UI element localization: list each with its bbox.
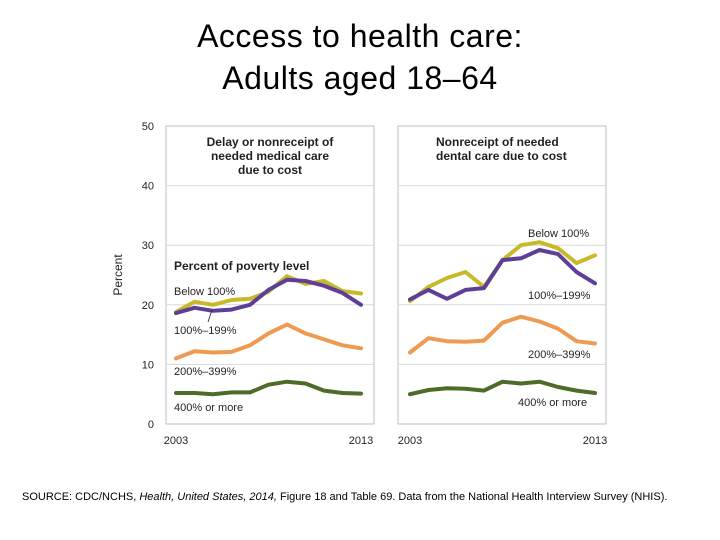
panel-frame-2 (397, 125, 607, 425)
x-tick-label-2-start: 2003 (398, 435, 422, 447)
series-line-1-p400_plus (174, 379, 363, 397)
y-tick-label-40: 40 (142, 181, 154, 193)
chart-title-line-1: Access to health care: (197, 18, 523, 54)
y-tick-label-30: 30 (142, 240, 154, 252)
x-tick-label-1-end: 2013 (349, 435, 373, 447)
y-tick-label-50: 50 (142, 121, 154, 133)
source-note: SOURCE: CDC/NCHS, Health, United States,… (22, 490, 702, 504)
source-suffix: Figure 18 and Table 69. Data from the Na… (276, 491, 668, 503)
panel-title-1-line-3: due to cost (238, 163, 302, 177)
series-line-1-p200_399 (174, 322, 363, 361)
y-tick-label-10: 10 (142, 359, 154, 371)
panel-title-1-line-1: Delay or nonreceipt of (207, 135, 335, 149)
panel-title-2-line-1: Nonreceipt of needed (436, 135, 559, 149)
series-line-2-p400_plus (408, 379, 597, 397)
source-prefix: SOURCE: CDC/NCHS, (22, 491, 140, 503)
panel-title-2-line-2: dental care due to cost (436, 149, 567, 163)
series-label-1-3: 200%–399% (174, 366, 237, 378)
series-label-1-1: Below 100% (174, 286, 235, 298)
x-tick-label-1-start: 2003 (164, 435, 188, 447)
chart-figure: 0 10 20 30 40 50 Percent 2003 2013 Delay or nonre… (111, 121, 607, 447)
series-line-2-p200_399 (408, 314, 597, 355)
series-line-1-p100_199 (174, 277, 363, 316)
series-label-2-1: Below 100% (528, 228, 589, 240)
x-tick-label-2-end: 2013 (583, 435, 607, 447)
series-label-1-2: 100%–199% (174, 325, 237, 337)
chart-title-line-2: Adults aged 18–64 (222, 60, 498, 96)
source-italic-title: Health, United States, 2014, (139, 491, 277, 503)
y-tick-label-20: 20 (142, 300, 154, 312)
panel-title-1-line-2: needed medical care (211, 149, 329, 163)
series-label-2-4: 400% or more (518, 397, 587, 409)
series-label-1-4: 400% or more (174, 402, 243, 414)
leader-line-100-199 (207, 309, 213, 323)
legend-title: Percent of poverty level (174, 259, 309, 273)
y-tick-label-0: 0 (148, 419, 154, 431)
y-axis-label: Percent (111, 254, 125, 296)
panel-frame-1 (165, 125, 375, 425)
series-label-2-3: 200%–399% (528, 349, 591, 361)
series-line-2-p100_199 (408, 248, 597, 302)
series-label-2-2: 100%–199% (528, 290, 591, 302)
